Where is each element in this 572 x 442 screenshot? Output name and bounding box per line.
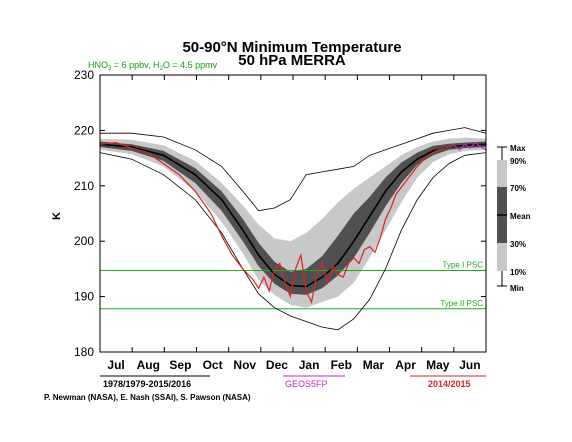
current-year-label: 2014/2015 (428, 379, 471, 389)
y-tick-label: 210 (74, 179, 94, 193)
month-label: Jun (459, 358, 480, 372)
legend-label: 10% (510, 268, 526, 277)
conditions-mid: = 6 ppbv, H (111, 60, 159, 70)
month-label: Nov (233, 358, 256, 372)
y-tick-label: 200 (74, 234, 94, 248)
y-axis-ticks: 180 190 200 210 220 230 (74, 68, 486, 359)
geos5fp-line (453, 141, 487, 151)
conditions-label: HNO3 = 6 ppbv, H2O = 4.5 ppmv (88, 60, 218, 72)
chart-title: 50-90°N Minimum Temperature (182, 39, 401, 56)
y-tick-label: 190 (74, 290, 94, 304)
band-30-70 (100, 141, 486, 295)
month-label: May (426, 358, 450, 372)
psc-label-1: Type I PSC (443, 261, 484, 270)
conditions-suffix: O = 4.5 ppmv (163, 60, 218, 70)
month-label: Sep (169, 358, 191, 372)
legend-label: Max (510, 144, 526, 153)
psc-label-2: Type II PSC (440, 299, 483, 308)
legend-segment-1 (497, 160, 507, 187)
conditions-sub2: 2 (159, 66, 163, 72)
conditions-sub1: 3 (108, 66, 112, 72)
percentile-legend: Max 90% 70% Mean 30% 10% Min (497, 144, 531, 293)
psc-threshold-lines: Type I PSC Type II PSC (100, 261, 486, 310)
max-line (100, 127, 487, 212)
y-tick-label: 220 (74, 123, 94, 137)
month-label: Jul (107, 358, 124, 372)
period-label: 1978/1979-2015/2016 (103, 379, 191, 389)
data-lines (99, 127, 487, 331)
min-line (99, 152, 487, 331)
mean-line (99, 143, 487, 288)
legend-label: 70% (510, 184, 526, 193)
credits-label: P. Newman (NASA), E. Nash (SSAI), S. Paw… (44, 393, 251, 402)
x-axis-ticks: Jul Aug Sep Oct Nov Dec Jan Feb Mar Apr May Jun (107, 75, 481, 372)
legend-label: 30% (510, 240, 526, 249)
y-tick-label: 230 (74, 68, 94, 82)
month-label: Feb (331, 358, 352, 372)
plot-area: Type I PSC Type II PSC 180 190 200 210 220 230… (51, 68, 487, 372)
plot-frame (100, 75, 486, 352)
month-label: Aug (137, 358, 160, 372)
legend-segment-3 (497, 243, 507, 271)
percentile-bands (100, 137, 486, 308)
month-label: Jan (299, 358, 320, 372)
legend-label: 90% (510, 157, 526, 166)
month-label: Oct (203, 358, 223, 372)
chart-subtitle: 50 hPa MERRA (238, 52, 346, 69)
month-label: Apr (395, 358, 416, 372)
y-tick-label: 180 (74, 345, 94, 359)
conditions-prefix: HNO (88, 60, 108, 70)
month-label: Mar (363, 358, 385, 372)
month-label: Dec (266, 358, 288, 372)
legend-label: Mean (510, 212, 531, 221)
y-axis-label: K (51, 212, 63, 220)
geos-label: GEOS5FP (285, 379, 328, 389)
current-year-line (99, 141, 455, 304)
legend-label: Min (510, 284, 524, 293)
